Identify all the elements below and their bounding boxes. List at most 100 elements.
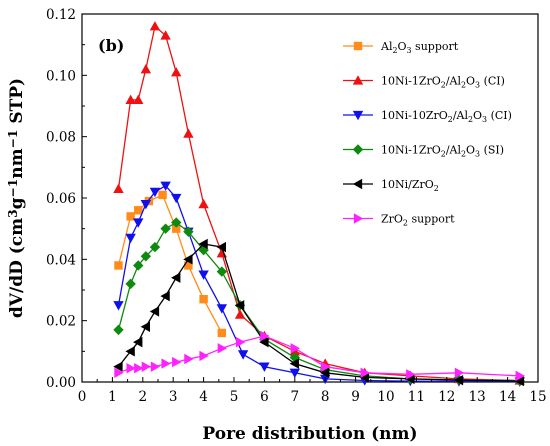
data-point — [125, 233, 136, 244]
legend-label: 10Ni-1ZrO2​/Al2​O3​ (CI) — [381, 75, 505, 90]
data-point — [235, 336, 246, 348]
x-tick-label: 2 — [139, 389, 148, 405]
data-point — [171, 67, 182, 77]
data-point — [237, 350, 249, 360]
series-group — [114, 330, 525, 382]
data-point — [405, 373, 415, 385]
legend-marker — [352, 110, 364, 121]
data-point — [514, 375, 524, 387]
legend-item: 10Ni/ZrO2​ — [343, 178, 439, 193]
data-point — [113, 361, 123, 372]
data-point — [113, 183, 124, 193]
data-point — [199, 295, 208, 304]
data-point — [133, 260, 144, 271]
data-point — [216, 304, 228, 314]
series-group — [113, 21, 525, 385]
series-layer — [113, 21, 525, 387]
legend-label: 10Ni-1ZrO2​/Al2​O3​ (SI) — [381, 144, 504, 159]
data-point — [198, 238, 208, 250]
data-point — [149, 241, 161, 253]
y-tick-label: 0.02 — [46, 314, 76, 330]
data-point — [160, 223, 171, 234]
legend-item: 10Ni-10ZrO2​/Al2​O3​ (CI) — [343, 109, 512, 124]
data-point — [133, 336, 143, 348]
y-axis-title: dV/dD (cm3​g−1​nm−1​ STP) — [6, 78, 27, 318]
data-point — [141, 361, 152, 372]
data-point — [160, 181, 171, 191]
data-point — [198, 198, 209, 209]
data-point — [171, 217, 182, 228]
x-tick-label: 12 — [438, 389, 455, 405]
data-point — [260, 330, 270, 342]
data-point — [183, 128, 194, 138]
data-point — [150, 361, 161, 372]
legend-label: 10Ni/ZrO2​ — [381, 178, 439, 193]
y-tick-label: 0.10 — [46, 68, 76, 84]
x-tick-label: 7 — [291, 389, 300, 405]
data-point — [454, 367, 465, 378]
legend-marker — [352, 144, 364, 155]
data-point — [125, 346, 135, 357]
data-point — [149, 21, 161, 31]
y-tick-label: 0.04 — [46, 252, 76, 268]
y-tick-label: 0.00 — [46, 375, 76, 391]
data-point — [183, 226, 194, 237]
x-tick-label: 0 — [78, 389, 87, 405]
data-point — [133, 218, 144, 228]
series-line — [117, 184, 520, 383]
legend: Al2​O3​ support 10Ni-1ZrO2​/Al2​O3​ (CI) 1… — [343, 40, 512, 228]
data-point — [134, 363, 144, 374]
series-group — [113, 238, 524, 387]
data-point — [114, 261, 123, 270]
data-point — [216, 266, 228, 277]
data-point — [234, 300, 245, 311]
x-tick-label: 5 — [230, 389, 239, 405]
x-tick-label: 6 — [260, 389, 269, 405]
data-point — [289, 358, 299, 369]
legend-item: Al2​O3​ support — [343, 40, 459, 55]
x-tick-label: 8 — [321, 389, 330, 405]
data-point — [320, 367, 330, 378]
data-point — [453, 374, 464, 386]
series-group — [113, 181, 525, 387]
y-tick-label: 0.08 — [46, 130, 76, 146]
data-point — [160, 30, 171, 40]
data-point — [359, 372, 369, 383]
axes: 0 1 2 3 4 5 6 7 8 9 10 11 12 13 14 150.000.020.040.060.… — [46, 7, 547, 405]
data-point — [140, 199, 152, 210]
legend-label: 10Ni-10ZrO2​/Al2​O3​ (CI) — [381, 109, 512, 124]
legend-label: ZrO2​ support — [381, 213, 455, 228]
legend-label: Al2​O3​ support — [380, 40, 459, 55]
data-point — [133, 94, 144, 105]
data-point — [172, 224, 181, 233]
x-tick-label: 3 — [169, 389, 178, 405]
data-point — [140, 251, 152, 262]
data-point — [183, 254, 193, 265]
data-point — [184, 261, 193, 270]
legend-marker — [352, 178, 363, 190]
legend-item: 10Ni-1ZrO2​/Al2​O3​ (SI) — [343, 144, 504, 159]
data-point — [406, 369, 416, 380]
x-tick-label: 1 — [108, 389, 117, 405]
data-point — [259, 362, 270, 372]
data-point — [113, 301, 124, 311]
data-point — [172, 356, 182, 368]
x-tick-label: 10 — [377, 389, 394, 405]
data-point — [515, 370, 525, 382]
x-tick-label: 11 — [408, 389, 425, 405]
data-point — [125, 94, 136, 105]
data-point — [290, 343, 300, 354]
data-point — [149, 306, 160, 317]
data-point — [289, 368, 300, 378]
x-tick-label: 4 — [199, 389, 208, 405]
legend-item: 10Ni-1ZrO2​/Al2​O3​ (CI) — [343, 75, 505, 90]
data-point — [126, 212, 135, 221]
series-line — [117, 243, 520, 382]
data-point — [140, 64, 152, 74]
legend-marker — [353, 213, 364, 224]
data-point — [184, 353, 194, 365]
series-line — [118, 335, 520, 377]
x-tick-label: 15 — [529, 389, 546, 405]
x-axis-title: Pore distribution (nm) — [202, 424, 417, 444]
y-tick-label: 0.06 — [46, 191, 76, 207]
